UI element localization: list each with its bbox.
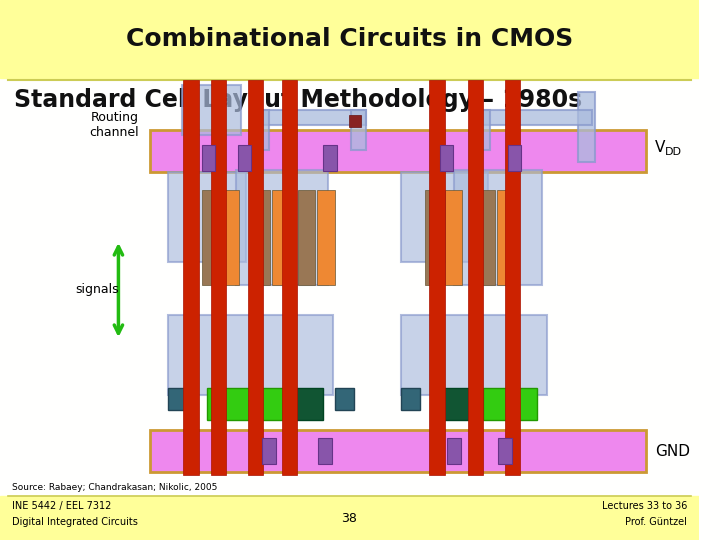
Bar (221, 190, 239, 285)
Bar (0, 0, 699, 78)
Bar (298, 190, 315, 285)
Bar (454, 170, 541, 285)
Text: Routing
channel: Routing channel (90, 111, 140, 139)
Bar (296, 388, 323, 420)
Bar (202, 145, 215, 171)
Bar (577, 92, 595, 162)
Text: GND: GND (655, 443, 690, 458)
Bar (282, 80, 297, 475)
Bar (236, 170, 328, 285)
Text: Standard Cell Layout Methodology – 1980s: Standard Cell Layout Methodology – 1980s (14, 88, 582, 112)
Bar (440, 388, 479, 420)
Bar (440, 145, 454, 171)
Text: DD: DD (665, 147, 682, 157)
Bar (207, 388, 289, 420)
Bar (168, 315, 333, 395)
Bar (168, 172, 246, 262)
Bar (262, 438, 276, 464)
Bar (349, 115, 361, 127)
Bar (401, 388, 420, 410)
Bar (508, 145, 521, 171)
Bar (448, 438, 461, 464)
Bar (444, 190, 462, 285)
Bar (150, 430, 646, 472)
Text: Source: Rabaey; Chandrakasan; Nikolic, 2005: Source: Rabaey; Chandrakasan; Nikolic, 2… (12, 483, 217, 492)
Text: Digital Integrated Circuits: Digital Integrated Circuits (12, 517, 138, 527)
Text: 38: 38 (341, 511, 357, 524)
Bar (476, 110, 490, 150)
Bar (323, 145, 337, 171)
Bar (497, 190, 515, 285)
Bar (476, 110, 592, 125)
Bar (498, 438, 511, 464)
Bar (238, 145, 251, 171)
Bar (401, 315, 546, 395)
Text: V: V (655, 139, 665, 154)
Bar (318, 190, 335, 285)
Bar (468, 80, 483, 475)
Bar (505, 80, 521, 475)
Bar (150, 130, 646, 172)
Bar (271, 190, 289, 285)
Bar (248, 80, 263, 475)
Bar (182, 85, 240, 135)
Bar (351, 110, 366, 150)
Bar (184, 80, 199, 475)
Bar (318, 438, 332, 464)
Bar (254, 110, 269, 150)
Bar (477, 190, 495, 285)
Text: Prof. Güntzel: Prof. Güntzel (626, 517, 688, 527)
Text: Combinational Circuits in CMOS: Combinational Circuits in CMOS (126, 27, 573, 51)
Bar (483, 388, 537, 420)
Text: INE 5442 / EEL 7312: INE 5442 / EEL 7312 (12, 501, 111, 511)
Bar (253, 190, 270, 285)
Text: signals: signals (76, 284, 119, 296)
Text: Lectures 33 to 36: Lectures 33 to 36 (602, 501, 688, 511)
Bar (202, 190, 220, 285)
Bar (335, 388, 354, 410)
Bar (426, 190, 443, 285)
Bar (211, 80, 226, 475)
Bar (401, 172, 488, 262)
Bar (168, 388, 187, 410)
Bar (254, 110, 366, 125)
Bar (429, 80, 444, 475)
Bar (0, 496, 699, 540)
